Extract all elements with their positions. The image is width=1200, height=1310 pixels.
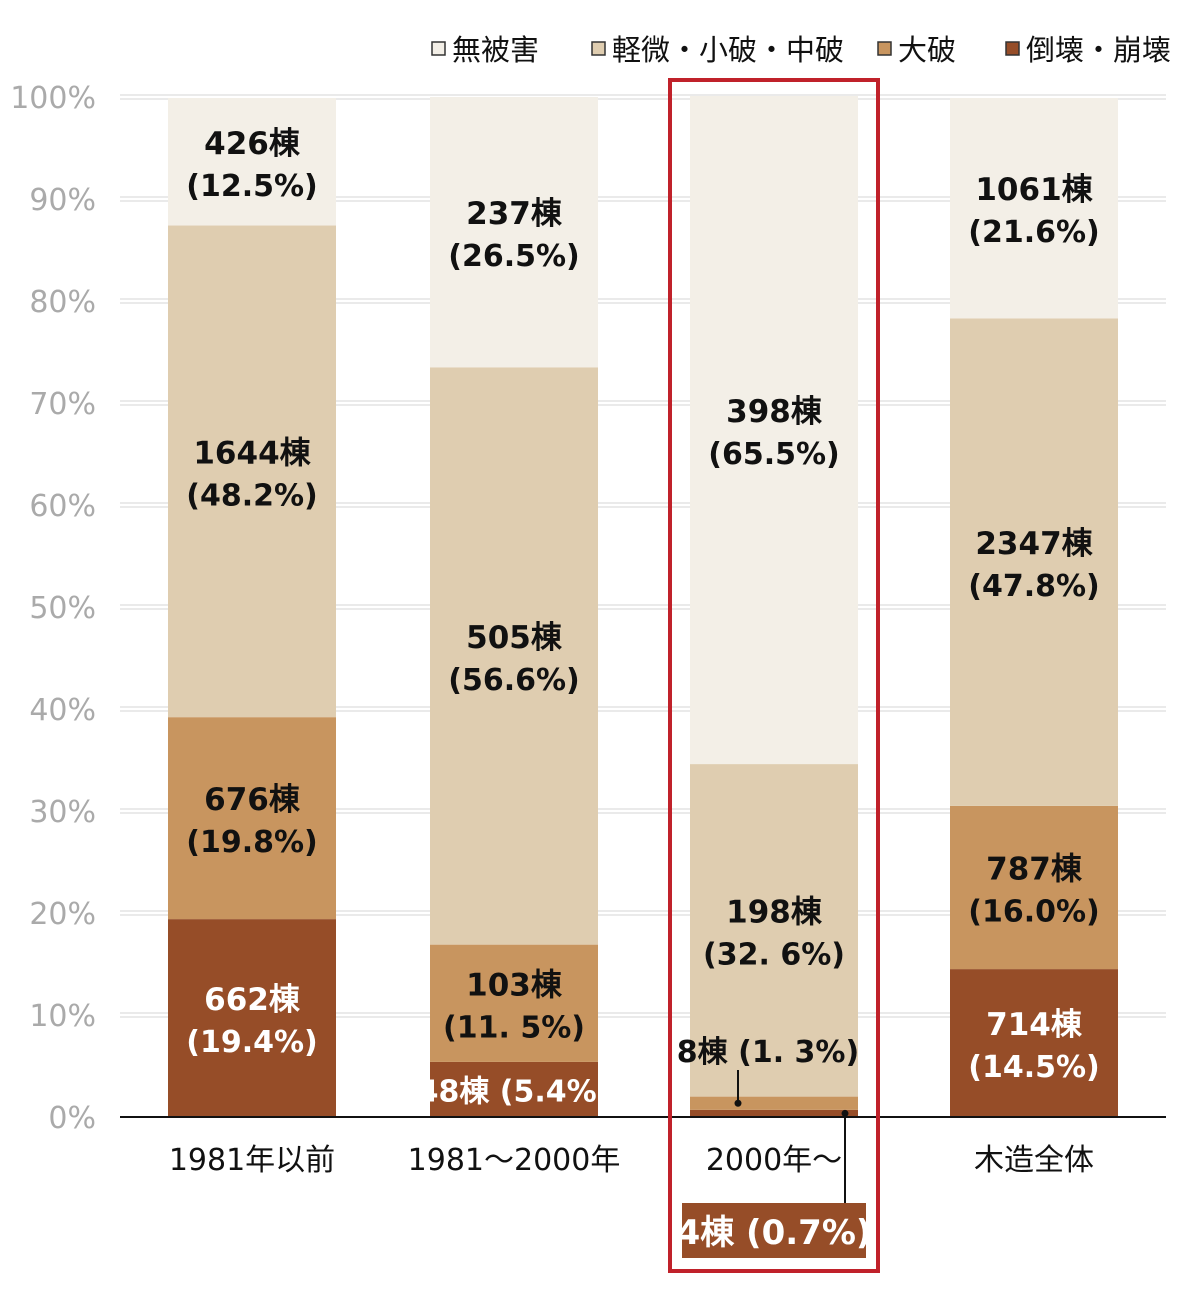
callout-dot — [841, 1109, 849, 1117]
data-label: (26.5%) — [448, 239, 580, 274]
x-tick-label: 2000年～ — [706, 1143, 842, 1178]
bar-segment — [168, 225, 336, 718]
y-tick-label: 100% — [10, 81, 96, 116]
data-label: (19.8%) — [186, 825, 318, 860]
legend-swatch — [591, 41, 606, 56]
data-label: 787棟 — [986, 852, 1083, 888]
data-label: 4棟 (0.7%) — [677, 1213, 872, 1253]
x-tick-label: 1981～2000年 — [408, 1143, 621, 1178]
data-label: 103棟 — [466, 967, 563, 1003]
y-tick-label: 70% — [29, 387, 96, 422]
data-label: (14.5%) — [968, 1050, 1100, 1085]
bar-segment — [690, 95, 858, 765]
bar-segment — [690, 764, 858, 1097]
y-tick-label: 40% — [29, 693, 96, 728]
legend-swatch — [877, 41, 892, 56]
data-label: (21.6%) — [968, 215, 1100, 250]
data-label: (47.8%) — [968, 569, 1100, 604]
y-tick-label: 30% — [29, 795, 96, 830]
bar-segment — [690, 1096, 858, 1110]
y-tick-label: 20% — [29, 897, 96, 932]
legend-label: 無被害 — [452, 33, 539, 67]
data-label: 1644棟 — [193, 435, 311, 471]
highlight-box — [668, 78, 880, 1273]
data-label: (11. 5%) — [443, 1010, 585, 1045]
bar-segment — [950, 969, 1118, 1117]
x-tick-label: 1981年以前 — [169, 1143, 335, 1178]
bar-segment — [430, 1061, 598, 1117]
y-tick-label: 90% — [29, 183, 96, 218]
data-label: 714棟 — [986, 1007, 1083, 1043]
y-tick-label: 60% — [29, 489, 96, 524]
legend-label: 軽微・小破・中破 — [612, 33, 844, 67]
y-tick-label: 80% — [29, 285, 96, 320]
legend-label: 大破 — [898, 33, 956, 67]
data-label: (19.4%) — [186, 1025, 318, 1060]
data-label: 662棟 — [204, 982, 301, 1018]
data-label: (16.0%) — [968, 895, 1100, 930]
y-tick-label: 10% — [29, 999, 96, 1034]
y-tick-label: 50% — [29, 591, 96, 626]
bar-segment — [168, 717, 336, 920]
data-label: 237棟 — [466, 196, 563, 232]
legend-swatch — [1005, 41, 1020, 56]
data-label: 2347棟 — [975, 526, 1093, 562]
bar-segment — [950, 318, 1118, 806]
data-label: (48.2%) — [186, 478, 318, 513]
callout-box — [682, 1203, 866, 1258]
data-label: (12.5%) — [186, 169, 318, 204]
data-label: (65.5%) — [708, 437, 840, 472]
data-label: 8棟 (1. 3%) — [677, 1035, 859, 1070]
data-label: 505棟 — [466, 620, 563, 656]
data-label: 198棟 — [726, 894, 823, 930]
data-label: (56.6%) — [448, 663, 580, 698]
data-label: 1061棟 — [975, 172, 1093, 208]
legend-swatch — [431, 41, 446, 56]
bar-segment — [950, 805, 1118, 970]
y-tick-label: 0% — [48, 1101, 96, 1136]
bar-segment — [430, 97, 598, 368]
callout-dot — [734, 1099, 742, 1107]
bar-segment — [168, 98, 336, 226]
data-label: 398棟 — [726, 394, 823, 430]
data-label: 48棟 (5.4%) — [418, 1074, 611, 1109]
data-label: 426棟 — [204, 126, 301, 162]
data-label: (32. 6%) — [703, 937, 845, 972]
data-label: 676棟 — [204, 782, 301, 818]
bar-segment — [430, 944, 598, 1062]
legend-label: 倒壊・崩壊 — [1026, 33, 1171, 67]
bar-segment — [168, 919, 336, 1117]
bar-segment — [950, 98, 1118, 319]
bar-segment — [690, 1109, 858, 1117]
x-tick-label: 木造全体 — [974, 1143, 1094, 1178]
bar-segment — [430, 367, 598, 945]
